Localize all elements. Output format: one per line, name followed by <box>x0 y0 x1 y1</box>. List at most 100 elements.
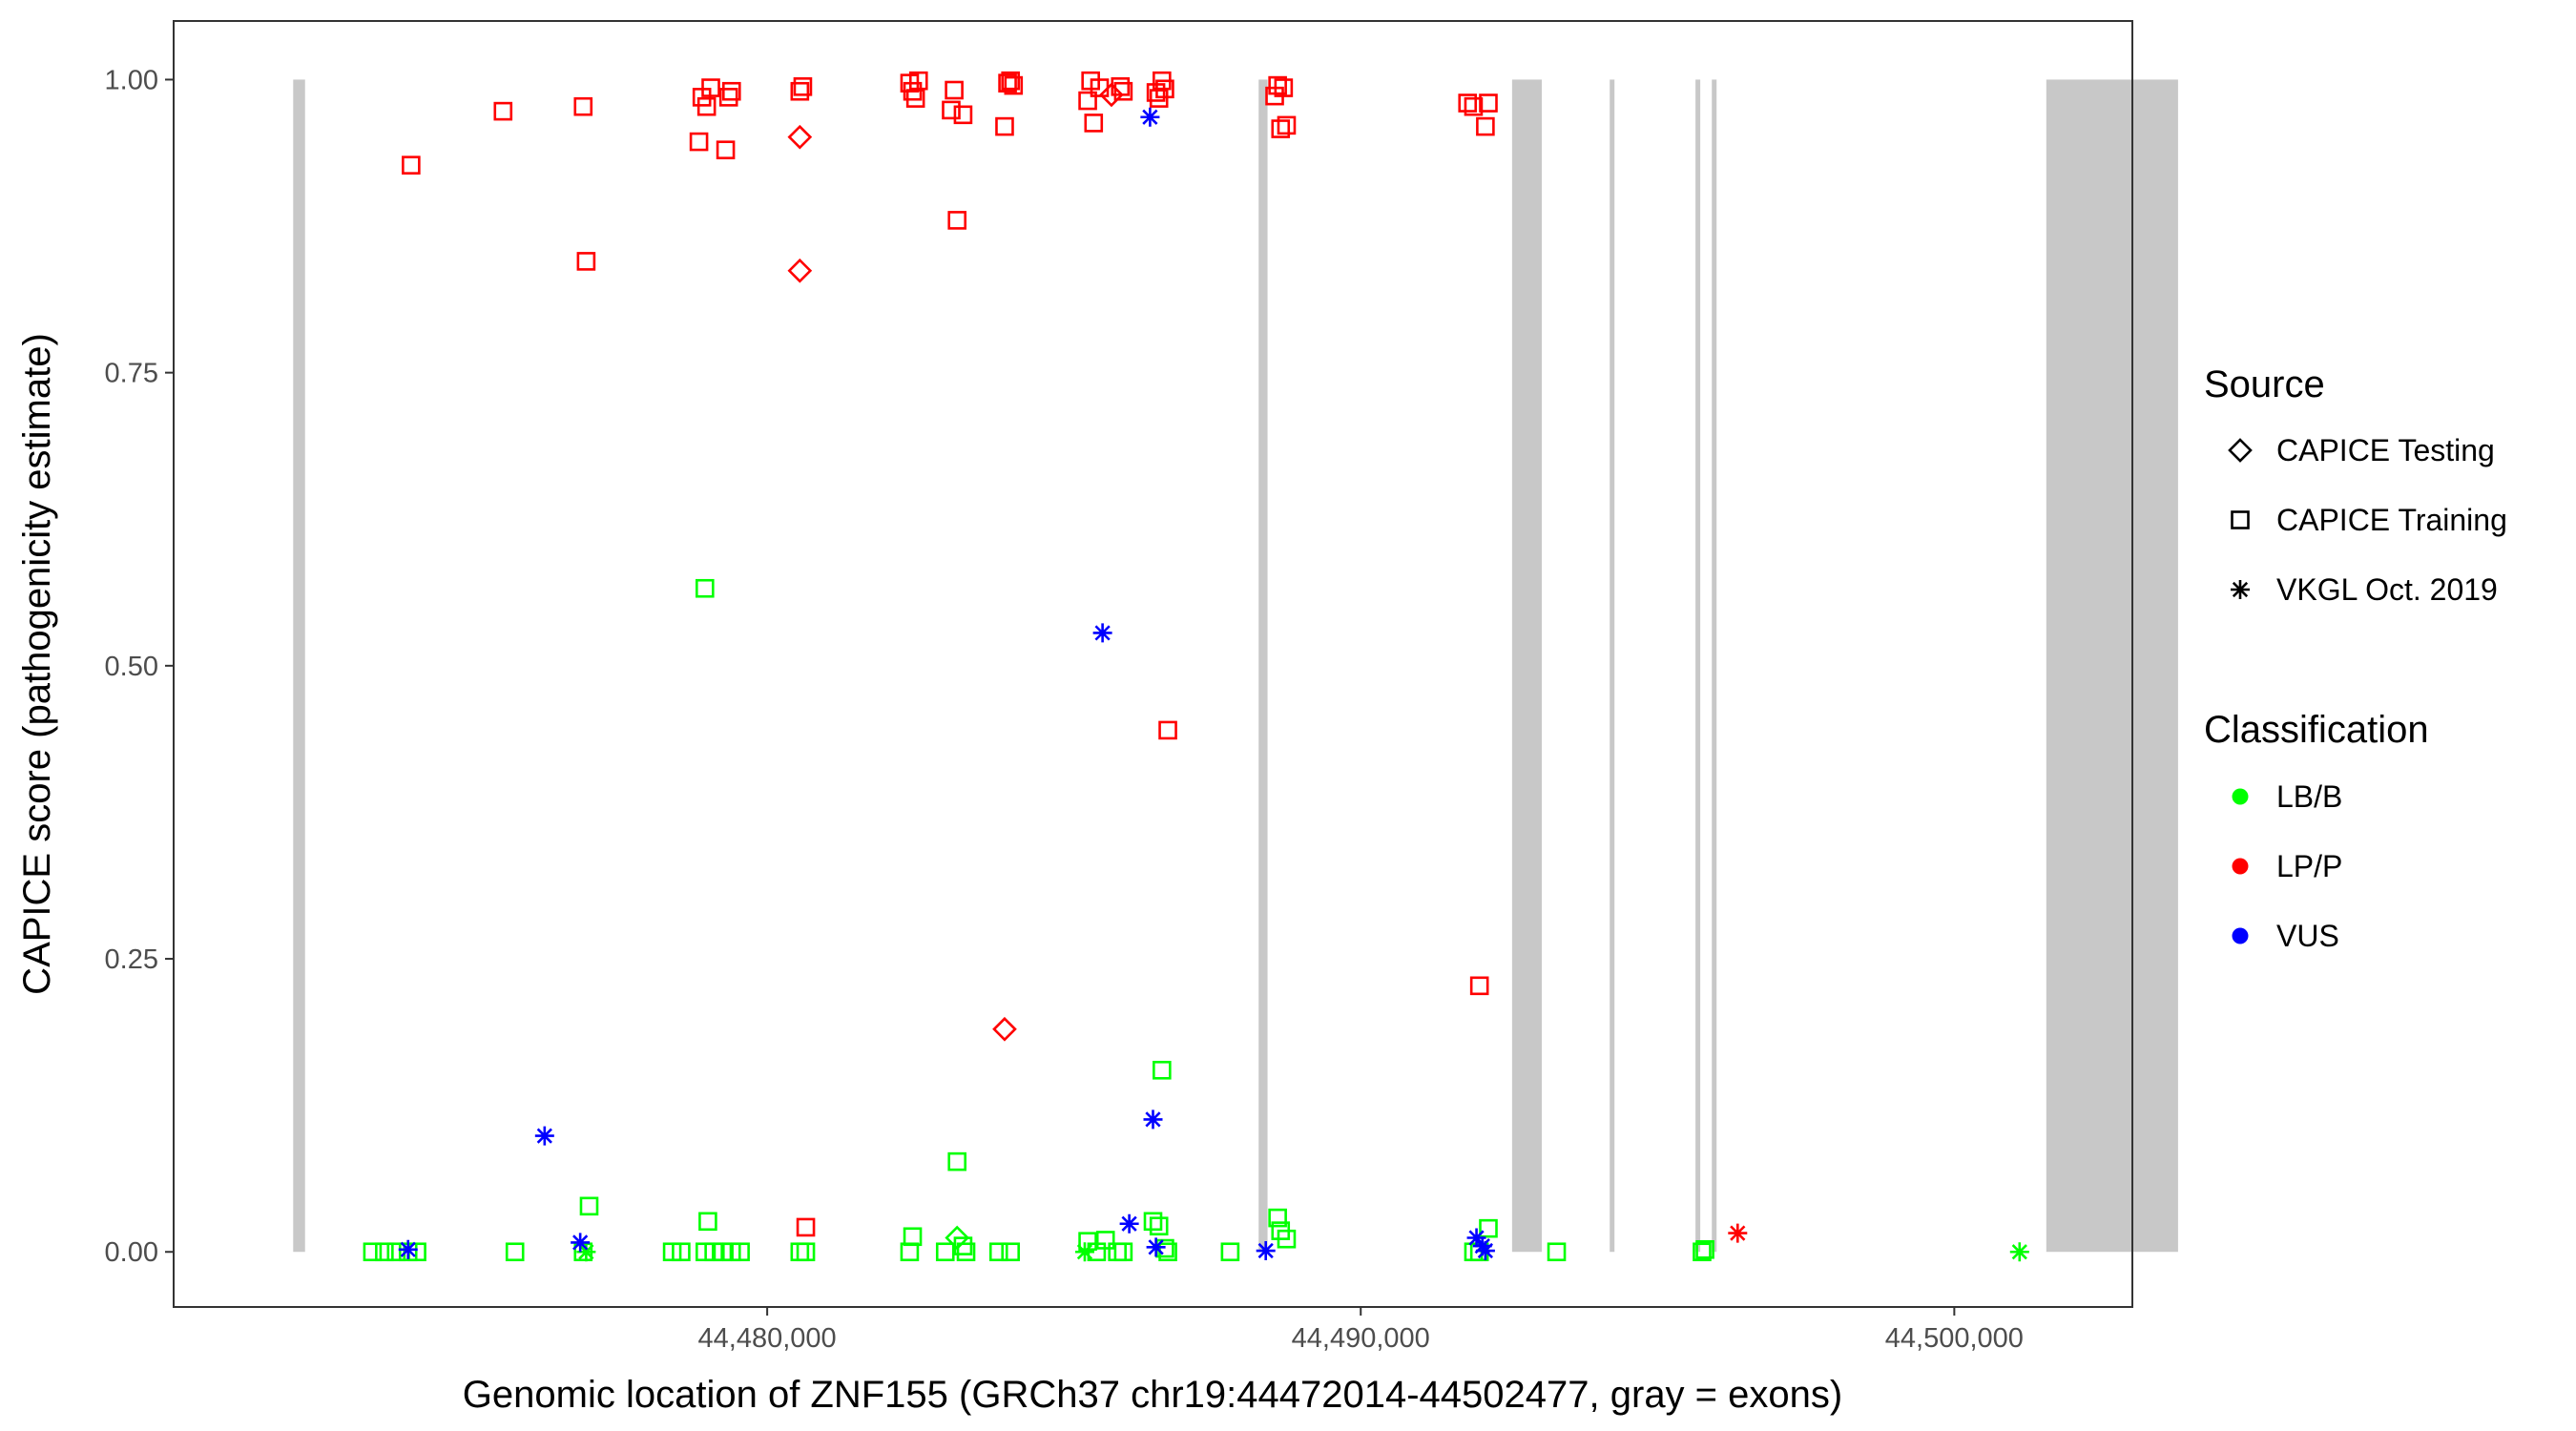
legend-item-lp-p: LP/P <box>2232 849 2342 883</box>
x-tick-label: 44,480,000 <box>698 1323 837 1354</box>
data-point-lp-p-capice-training-39 <box>1268 75 1287 95</box>
data-point-lp-p-capice-training-23 <box>995 116 1014 136</box>
legend-label: CAPICE Training <box>2276 503 2507 537</box>
data-point-lb-b-capice-training-20 <box>900 1242 920 1262</box>
data-point-vus-vkgl-oct-2019-1 <box>398 1239 418 1259</box>
data-point-lb-b-capice-training-23 <box>947 1151 967 1172</box>
data-point-lb-b-capice-training-3 <box>386 1242 406 1262</box>
data-point-lp-p-capice-training-7 <box>696 96 717 116</box>
axis-layer: 0.00 0.25 0.50 0.75 1.00 44,480,000 44,490,000… <box>105 65 2024 1354</box>
data-point-lb-b-vkgl-oct-2019-1 <box>576 1242 596 1262</box>
legend-classification-items: LB/B LP/P VUS <box>2232 779 2342 953</box>
data-point-lb-b-capice-training-32 <box>1113 1242 1133 1262</box>
data-point-layer <box>363 71 2029 1262</box>
legend-label: LP/P <box>2276 849 2342 883</box>
data-point-lb-b-capice-training-18 <box>790 1242 810 1262</box>
data-point-lp-p-capice-training-4 <box>576 252 596 271</box>
y-tick-label: 0.50 <box>105 652 158 682</box>
y-tick-label: 0.75 <box>105 359 158 389</box>
legend-label: VUS <box>2276 919 2339 953</box>
legend-classification-title: Classification <box>2204 709 2429 751</box>
data-point-lp-p-capice-training-22 <box>953 105 973 125</box>
data-point-lp-p-capice-testing-3 <box>992 1016 1017 1042</box>
data-point-lb-b-capice-training-19 <box>796 1242 816 1262</box>
exon-band-5 <box>1695 79 1701 1253</box>
data-point-lp-p-capice-training-19 <box>942 100 961 120</box>
legend-item-vkgl-oct-2019: VKGL Oct. 2019 <box>2231 572 2498 607</box>
data-point-lb-b-capice-training-30 <box>1095 1231 1115 1250</box>
data-point-lp-p-capice-training-29 <box>1084 114 1104 133</box>
data-point-lp-p-capice-training-44 <box>1464 96 1484 116</box>
data-point-lp-p-capice-training-13 <box>793 77 813 96</box>
data-point-lp-p-capice-training-45 <box>1469 976 1489 996</box>
data-point-lp-p-capice-training-21 <box>947 211 967 230</box>
y-tick-label: 0.00 <box>105 1237 158 1268</box>
data-point-lb-b-capice-training-34 <box>1149 1216 1169 1236</box>
legend-key-dot <box>2232 858 2249 875</box>
legend-item-capice-training: CAPICE Training <box>2231 503 2507 537</box>
legend-source-items: CAPICE Testing CAPICE Training VKGL Oct. 2… <box>2228 433 2507 607</box>
data-point-lb-b-capice-training-25 <box>956 1242 976 1262</box>
y-tick-label: 1.00 <box>105 65 158 95</box>
data-point-lb-b-capice-training-44 <box>1479 1218 1498 1238</box>
data-point-lb-b-capice-training-22 <box>935 1242 955 1262</box>
data-point-lp-p-capice-training-25 <box>1001 71 1020 91</box>
legend-key-star <box>2231 580 2250 599</box>
data-point-lb-b-capice-training-38 <box>1220 1242 1240 1262</box>
data-point-vus-vkgl-oct-2019-4 <box>1092 623 1112 643</box>
data-point-lp-p-capice-training-11 <box>721 81 741 101</box>
data-point-lp-p-capice-training-17 <box>905 89 925 108</box>
data-point-lp-p-capice-training-9 <box>716 140 736 159</box>
data-point-lb-b-capice-training-39 <box>1268 1208 1287 1228</box>
x-tick-label: 44,500,000 <box>1885 1323 2024 1354</box>
data-point-vus-vkgl-oct-2019-9 <box>1256 1241 1276 1261</box>
legend-item-vus: VUS <box>2232 919 2339 953</box>
data-point-lp-p-capice-testing-1 <box>787 124 813 150</box>
data-point-lp-p-capice-training-37 <box>1158 720 1177 740</box>
data-point-vus-vkgl-oct-2019-7 <box>1143 1110 1163 1130</box>
data-point-lp-p-capice-training-32 <box>1113 81 1133 101</box>
data-point-lp-p-capice-testing-2 <box>787 258 813 283</box>
legend-source-title: Source <box>2204 363 2325 405</box>
legend-item-lb-b: LB/B <box>2232 779 2342 814</box>
data-point-lb-b-capice-training-35 <box>1153 1060 1172 1080</box>
data-point-lp-p-vkgl-oct-2019-1 <box>1728 1223 1748 1243</box>
data-point-lp-p-capice-training-47 <box>1479 93 1498 113</box>
data-point-lb-b-capice-training-13 <box>698 1212 717 1232</box>
legend-label: LB/B <box>2276 779 2342 814</box>
data-point-lb-b-capice-training-46 <box>1693 1242 1712 1262</box>
data-point-lp-p-capice-training-14 <box>796 1217 816 1237</box>
data-point-lp-p-capice-training-10 <box>718 88 738 107</box>
data-point-vus-vkgl-oct-2019-10 <box>1466 1228 1486 1248</box>
data-point-lp-p-capice-training-5 <box>689 132 709 152</box>
data-point-lb-b-capice-training-45 <box>1547 1242 1567 1262</box>
legend-key-dot <box>2232 927 2249 944</box>
data-point-lp-p-capice-training-24 <box>998 73 1017 93</box>
exon-band-1 <box>293 79 305 1253</box>
data-point-lp-p-capice-training-42 <box>1277 115 1297 135</box>
data-point-lp-p-capice-training-40 <box>1271 119 1291 138</box>
data-point-vus-vkgl-oct-2019-12 <box>1475 1241 1495 1261</box>
exon-band-7 <box>2046 79 2178 1253</box>
data-point-lp-p-capice-training-46 <box>1476 116 1495 136</box>
data-point-vus-vkgl-oct-2019-3 <box>571 1233 591 1253</box>
data-point-lp-p-capice-training-8 <box>701 78 720 97</box>
data-point-lp-p-capice-training-43 <box>1458 93 1478 113</box>
exon-band-3 <box>1511 79 1542 1253</box>
data-point-lp-p-capice-training-18 <box>908 71 928 91</box>
data-point-lb-b-capice-training-1 <box>363 1242 383 1262</box>
x-tick-label: 44,490,000 <box>1292 1323 1430 1354</box>
legend-key-diamond <box>2228 438 2253 463</box>
data-point-lp-p-capice-training-36 <box>1155 79 1174 99</box>
data-point-lb-b-capice-training-6 <box>505 1242 525 1262</box>
data-point-lb-b-capice-training-26 <box>988 1242 1008 1262</box>
data-point-vus-vkgl-oct-2019-5 <box>1119 1213 1139 1234</box>
legend-label: CAPICE Testing <box>2276 433 2495 467</box>
data-point-lb-b-capice-training-41 <box>1277 1229 1297 1249</box>
data-point-lp-p-capice-training-12 <box>790 81 810 101</box>
data-point-lb-b-capice-training-11 <box>695 578 715 598</box>
exon-band-6 <box>1712 79 1717 1253</box>
data-point-vus-vkgl-oct-2019-2 <box>534 1126 554 1146</box>
